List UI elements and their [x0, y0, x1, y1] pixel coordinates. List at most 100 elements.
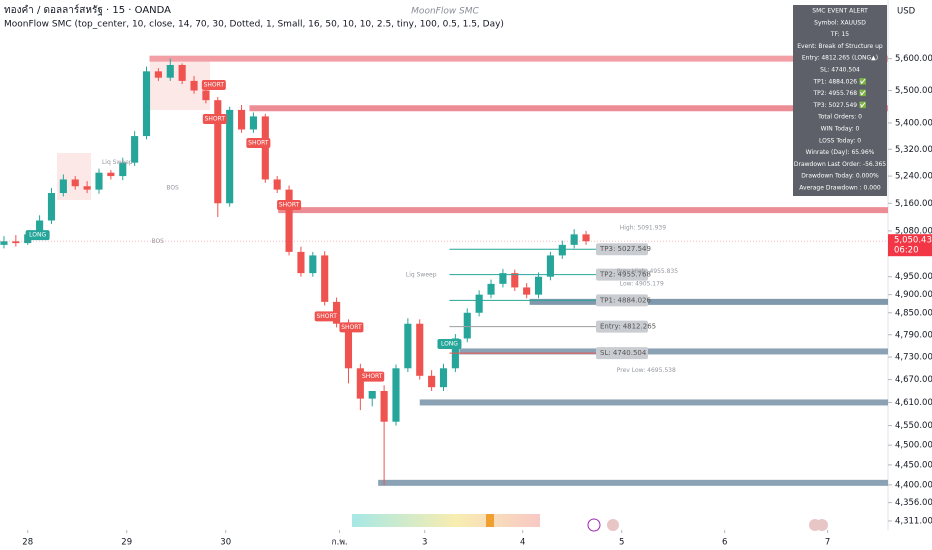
y-tick-label: 5,600.000	[895, 54, 932, 64]
alert-line: Entry: 4812.265 (LONG▲)	[802, 55, 878, 62]
alert-line: TP1: 4884.026 ✅	[812, 77, 867, 85]
y-tick-label: 4,356.000	[895, 498, 932, 508]
signal-badge	[277, 199, 302, 210]
annotation: Liq Sweep	[102, 159, 133, 166]
candle-body	[166, 64, 174, 78]
candle-body	[428, 375, 436, 388]
signal-badge	[202, 114, 227, 125]
y-tick-label: 5,400.000	[895, 118, 932, 128]
y-tick-label: 4,311.000	[895, 516, 932, 526]
candle-body	[380, 390, 388, 422]
candle-body	[356, 368, 364, 399]
target-box	[596, 243, 648, 256]
signal-label: SHORT	[279, 201, 300, 208]
candle-body	[47, 193, 56, 221]
y-tick-label: 5,240.000	[895, 172, 932, 182]
signal-badge	[25, 230, 50, 241]
zone	[149, 55, 888, 62]
signal-label: LONG	[29, 232, 46, 239]
alert-line: Winrate (Day): 65.96%	[806, 149, 875, 156]
x-tick-label: 3	[422, 538, 427, 548]
candle-body	[226, 109, 234, 204]
last-price-label: 5,050.435	[894, 236, 932, 246]
zone	[378, 479, 888, 486]
alert-line: Total Orders: 0	[817, 114, 862, 121]
candle-body	[582, 234, 590, 242]
y-tick-label: 5,080.000	[895, 226, 932, 236]
candle-body	[558, 244, 566, 256]
candle-body	[463, 312, 471, 339]
watermark: MoonFlow SMC	[411, 7, 479, 17]
alert-line: TP2: 4955.768 ✅	[812, 89, 867, 97]
candle-body	[368, 390, 376, 399]
zone	[278, 207, 888, 214]
candle-body	[119, 162, 127, 177]
candle-body	[487, 283, 495, 295]
annotation: High: 5091.939	[620, 225, 667, 232]
event-icon[interactable]	[816, 519, 828, 531]
signal-badge	[437, 339, 462, 350]
y-tick-label: 4,400.000	[895, 480, 932, 490]
candle-body	[344, 323, 353, 369]
annotation: BOS	[166, 184, 179, 191]
candle-body	[392, 368, 400, 422]
signal-label: SHORT	[341, 324, 362, 331]
x-tick-label: 28	[22, 538, 33, 548]
annotation: Prev High: 4955.835	[617, 268, 679, 275]
y-tick-label: 4,500.000	[895, 441, 932, 451]
alert-line: LOSS Today: 0	[819, 137, 861, 144]
candle-body	[249, 116, 257, 130]
alert-line: Drawdown Today: 0.000%	[801, 173, 879, 180]
y-tick-label: 4,900.000	[895, 290, 932, 300]
candle-body	[499, 273, 507, 284]
candle-body	[131, 136, 139, 163]
candle-body	[36, 220, 44, 235]
last-price-badge	[888, 234, 932, 257]
signal-label: LONG	[441, 341, 458, 348]
target-label: Entry: 4812.265	[600, 323, 656, 331]
candle-body	[142, 71, 151, 137]
gradient-bar	[352, 514, 540, 527]
candle-body	[297, 251, 305, 274]
target-label: TP2: 4955.768	[599, 271, 651, 279]
candle-body	[570, 234, 578, 245]
y-tick-label: 4,450.000	[895, 460, 932, 470]
candle-body	[214, 100, 222, 204]
y-tick-label: 5,320.000	[895, 145, 932, 155]
candle-body	[190, 80, 198, 91]
candle-body	[83, 186, 91, 190]
candle-body	[511, 273, 519, 288]
signal-label: SHORT	[204, 82, 225, 89]
target-box	[596, 268, 648, 281]
signal-label: SHORT	[362, 373, 383, 380]
x-tick-label: 7	[825, 538, 830, 548]
x-tick-label: 4	[520, 538, 525, 548]
alert-line: Average Drawdown : 0.000	[799, 185, 881, 192]
target-label: SL: 4740.504	[600, 349, 647, 357]
signal-badge	[360, 371, 385, 382]
candle-body	[416, 323, 424, 376]
countdown: 06:20	[894, 246, 919, 256]
candle-body	[321, 255, 329, 302]
zone	[419, 399, 888, 406]
candle-body	[59, 179, 67, 194]
alert-line: Event: Break of Structure up	[797, 43, 883, 50]
event-icon[interactable]	[587, 518, 601, 532]
signal-badge	[201, 80, 226, 91]
alert-line: SL: 4740.504	[820, 67, 860, 74]
x-tick-label: 5	[619, 538, 624, 548]
target-box	[596, 320, 648, 333]
x-tick-label: 29	[121, 538, 132, 548]
candle-body	[95, 172, 103, 190]
event-icon[interactable]	[607, 519, 619, 531]
candle-body	[107, 172, 115, 177]
signal-label: SHORT	[248, 140, 269, 147]
signal-badge	[314, 311, 339, 322]
annotation: Low: 4905.179	[620, 281, 664, 288]
currency: USD	[897, 7, 916, 17]
candle-body	[439, 368, 448, 388]
zone	[529, 298, 888, 305]
candle-body	[237, 109, 246, 130]
alert-line: TP3: 5027.549 ✅	[812, 101, 867, 109]
